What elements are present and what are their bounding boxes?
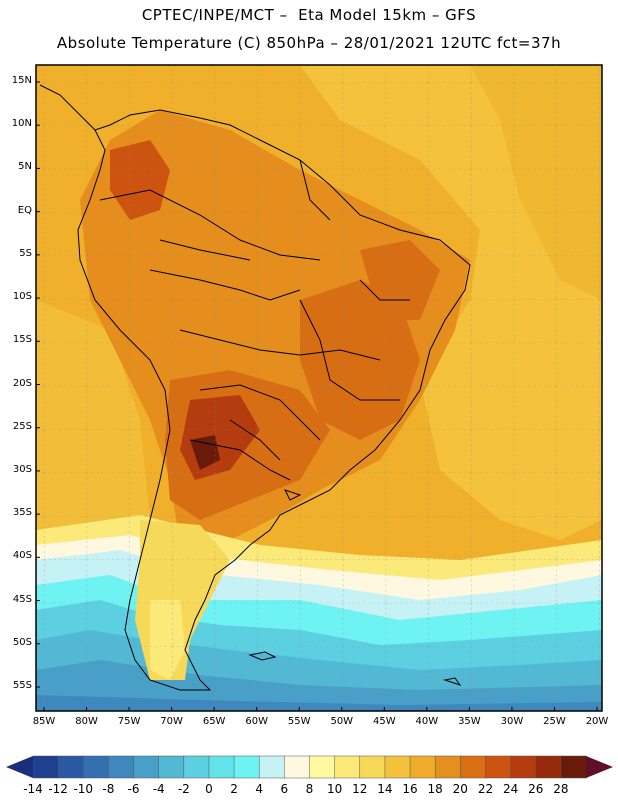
lon-tick-label: 20W <box>585 716 609 727</box>
colorbar <box>6 755 613 779</box>
colorbar-label: 16 <box>402 782 418 796</box>
colorbar-label: 18 <box>427 782 443 796</box>
lat-tick-label: 35S <box>12 507 32 519</box>
colorbar-swatch <box>183 755 210 779</box>
lat-tick-label: 15N <box>11 75 32 86</box>
lat-tick-label: 15S <box>12 334 32 346</box>
colorbar-label: 20 <box>452 782 468 796</box>
colorbar-swatch <box>409 755 436 779</box>
lon-tick-label: 75W <box>117 716 141 727</box>
colorbar-arrow-high <box>586 756 613 778</box>
colorbar-swatch <box>108 755 135 779</box>
lat-tick-label: 55S <box>12 680 32 691</box>
colorbar-swatch <box>208 755 235 779</box>
colorbar-label: 2 <box>230 782 238 796</box>
lon-tick-label: 50W <box>330 716 354 727</box>
chart-title: CPTEC/INPE/MCT – Eta Model 15km – GFS <box>141 6 477 24</box>
colorbar-arrow-low <box>6 756 33 778</box>
colorbar-swatch <box>133 755 160 779</box>
lat-tick-label: 40S <box>12 550 32 562</box>
lon-tick-label: 45W <box>372 716 396 727</box>
colorbar-label: -2 <box>177 782 190 796</box>
colorbar-label: 14 <box>377 782 393 796</box>
lon-tick-label: 30W <box>500 716 524 727</box>
lat-tick-label: 10N <box>11 118 32 130</box>
map-frame <box>35 64 603 712</box>
lat-tick-label: 10S <box>12 291 32 303</box>
colorbar-label: 12 <box>352 782 368 796</box>
lon-tick-label: 40W <box>415 716 439 727</box>
colorbar-label: 10 <box>326 782 343 796</box>
colorbar-swatch <box>434 755 462 779</box>
lat-tick-label: 45S <box>12 593 32 605</box>
colorbar-swatch <box>32 755 59 779</box>
colorbar-swatch <box>57 755 85 779</box>
coastline <box>39 84 471 691</box>
colorbar-swatch <box>334 755 361 779</box>
colorbar-label: 4 <box>255 782 264 796</box>
colorbar-label: -12 <box>48 782 68 796</box>
lat-tick-label: EQ <box>17 204 32 216</box>
lat-tick-label: 5S <box>19 247 32 259</box>
lat-tick-label: 30S <box>12 463 32 475</box>
colorbar-swatch <box>158 755 185 779</box>
lon-tick-label: 80W <box>75 716 98 727</box>
colorbar-swatch <box>309 755 336 779</box>
colorbar-label: 28 <box>553 782 569 796</box>
lon-tick-label: 65W <box>202 716 226 727</box>
lon-tick-label: 25W <box>543 716 566 727</box>
colorbar-label: 6 <box>280 782 289 796</box>
colorbar-label: -6 <box>127 782 140 796</box>
colorbar-swatch <box>460 755 487 779</box>
lon-tick-label: 35W <box>458 716 481 727</box>
colorbar-label: 0 <box>205 782 213 796</box>
lat-tick-label: 25S <box>12 420 32 432</box>
colorbar-label: 22 <box>477 782 494 796</box>
colorbar-swatch <box>560 755 587 779</box>
colorbar-swatch <box>510 755 537 779</box>
lat-tick-label: 50S <box>12 636 32 648</box>
colorbar-swatch <box>485 755 512 779</box>
colorbar-label: 8 <box>305 782 314 796</box>
lon-tick-label: 55W <box>287 716 311 727</box>
colorbar-swatch <box>535 755 562 779</box>
colorbar-swatch <box>359 755 386 779</box>
lon-tick-label: 85W <box>32 716 56 727</box>
colorbar-swatch <box>258 755 286 779</box>
colorbar-swatch <box>284 755 311 779</box>
colorbar-swatch <box>83 755 110 779</box>
colorbar-label: -10 <box>73 782 94 796</box>
lat-tick-label: 5N <box>18 161 32 173</box>
colorbar-swatch <box>384 755 411 779</box>
colorbar-label: -4 <box>152 782 165 796</box>
lon-tick-label: 70W <box>160 716 183 727</box>
colorbar-label: 24 <box>502 782 519 796</box>
colorbar-label: -14 <box>23 782 43 796</box>
colorbar-label: -8 <box>102 782 115 796</box>
chart-subtitle: Absolute Temperature (C) 850hPa – 28/01/… <box>56 34 562 52</box>
colorbar-label: 26 <box>528 782 544 796</box>
lon-tick-label: 60W <box>245 716 268 727</box>
lat-tick-label: 20S <box>12 377 32 389</box>
colorbar-swatch <box>233 755 260 779</box>
